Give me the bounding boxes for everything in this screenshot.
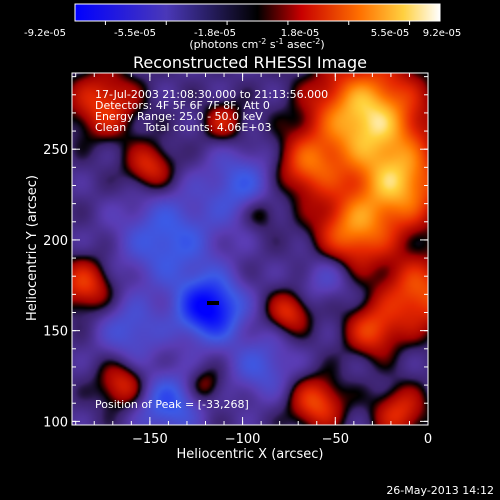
y-tick-label: 200 <box>43 234 68 249</box>
x-axis: −150 −100 −50 0 <box>75 73 432 447</box>
x-tick-label: −100 <box>225 432 261 447</box>
x-tick-label: 0 <box>424 432 432 447</box>
heatmap-image <box>72 73 428 425</box>
y-axis-label: Heliocentric Y (arcsec) <box>25 175 40 321</box>
colorbar-tick-label: -9.2e-05 <box>24 28 66 39</box>
x-axis-label: Heliocentric X (arcsec) <box>177 447 324 462</box>
colorbar-gradient <box>74 3 441 22</box>
colorbar-tick-labels: -9.2e-05 -5.5e-05 -1.8e-05 1.8e-05 5.5e-05 9.… <box>24 28 461 39</box>
colorbar-tick-marks <box>104 21 411 25</box>
annotation-detectors: Detectors: 4F 5F 6F 7F 8F, Att 0 <box>95 99 270 112</box>
y-tick-label: 250 <box>43 143 68 158</box>
plot-frame <box>71 72 429 426</box>
colorbar-tick-label: -1.8e-05 <box>194 28 236 39</box>
x-tick-label: −150 <box>132 432 168 447</box>
annotation-energy-range: Energy Range: 25.0 - 50.0 keV <box>95 110 263 123</box>
colorbar-tick-label: 1.8e-05 <box>281 28 319 39</box>
annotation-time-range: 17-Jul-2003 21:08:30.000 to 21:13:56.000 <box>95 88 328 101</box>
colorbar-unit-label: (photons cm-2 s-1 asec-2) <box>189 37 324 51</box>
x-tick-label: −50 <box>322 432 349 447</box>
colorbar: -9.2e-05 -5.5e-05 -1.8e-05 1.8e-05 5.5e-05 9.… <box>24 3 461 51</box>
y-tick-label: 150 <box>43 325 68 340</box>
annotation-block: 17-Jul-2003 21:08:30.000 to 21:13:56.000… <box>95 88 328 134</box>
chart-title: Reconstructed RHESSI Image <box>133 53 367 72</box>
peak-position-label: Position of Peak = [-33,268] <box>95 398 249 411</box>
colorbar-tick-label: -5.5e-05 <box>114 28 156 39</box>
y-axis: 100 150 200 250 <box>43 76 428 430</box>
annotation-clean-counts: Clean Total counts: 4.06E+03 <box>95 121 272 134</box>
peak-marker <box>207 301 219 305</box>
plot-area <box>72 73 428 425</box>
colorbar-tick-label: 5.5e-05 <box>371 28 409 39</box>
footer-date: 26-May-2013 14:12 <box>386 484 494 497</box>
y-tick-label: 100 <box>43 415 68 430</box>
colorbar-tick-label: 9.2e-05 <box>423 28 461 39</box>
